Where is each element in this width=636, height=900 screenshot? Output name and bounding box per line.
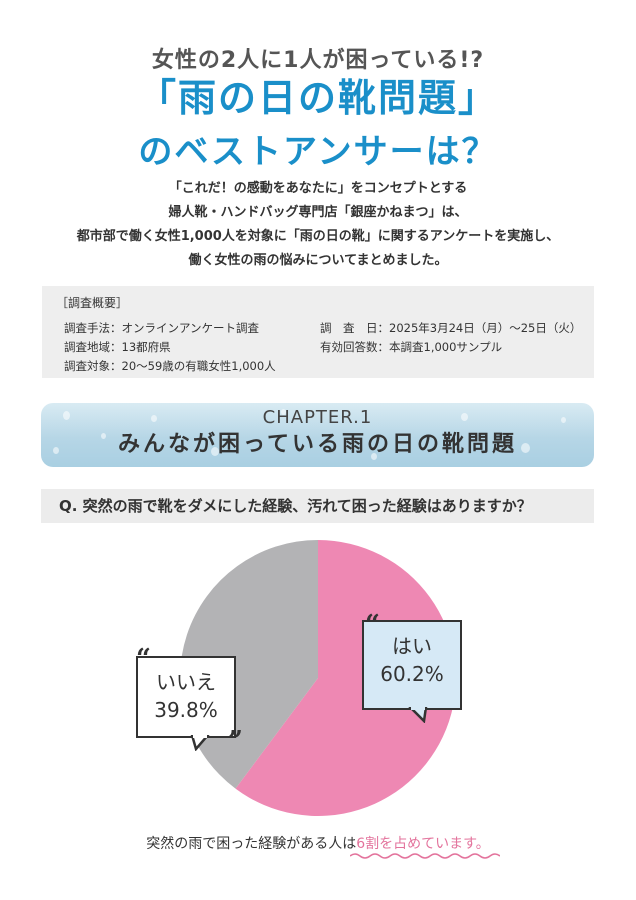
close-quote-icon: ” <box>228 726 243 756</box>
survey-responses: 有効回答数：本調査1,000サンプル <box>320 340 503 354</box>
water-drop <box>53 447 59 454</box>
slice-label-no: いいえ <box>156 670 216 694</box>
pie-chart <box>179 540 457 816</box>
header-subtitle: 女性の2人に1人が困っている!? <box>151 48 485 73</box>
water-drop <box>371 453 377 460</box>
question-bar: Q. 突然の雨で靴をダメにした経験、汚れて困った経験はありますか？ <box>41 489 594 523</box>
intro-line: 婦人靴・ハンドバッグ専門店「銀座かねまつ」は、 <box>168 205 468 220</box>
header-title-line1: 「雨の日の靴問題」 <box>137 76 498 120</box>
water-drop <box>561 417 566 423</box>
water-drop <box>211 447 219 456</box>
bubble-no: いいえ 39.8% <box>136 656 236 738</box>
chapter-label: CHAPTER.1 <box>262 407 373 428</box>
survey-col-right: 調 査 日：2025年3月24日（月）〜25日（火） 有効回答数：本調査1,00… <box>312 319 582 376</box>
chapter-banner: CHAPTER.1 みんなが困っている雨の日の靴問題 <box>41 403 594 467</box>
footer-highlight: 6割を占めています。 <box>356 836 490 852</box>
chapter-title: みんなが困っている雨の日の靴問題 <box>118 432 517 457</box>
wavy-underline <box>350 853 500 859</box>
survey-region: 調査地域：13都府県 <box>64 340 171 354</box>
intro-line: 都市部で働く女性1,000人を対象に「雨の日の靴」に関するアンケートを実施し、 <box>76 229 560 244</box>
intro-text: 「これだ！の感動をあなたに」をコンセプトとする 婦人靴・ハンドバッグ専門店「銀座… <box>20 177 616 273</box>
survey-method: 調査手法：オンラインアンケート調査 <box>64 321 260 335</box>
open-quote-icon: “ <box>365 610 380 640</box>
bubble-yes: はい 60.2% <box>362 620 462 710</box>
water-drop <box>63 411 70 420</box>
intro-line: 働く女性の雨の悩みについてまとめました。 <box>188 253 448 268</box>
survey-target: 調査対象：20〜59歳の有職女性1,000人 <box>64 359 276 373</box>
intro-line: 「これだ！の感動をあなたに」をコンセプトとする <box>168 181 468 196</box>
footer-lead: 突然の雨で困った経験がある人は <box>146 836 357 852</box>
survey-grid: 調査手法：オンラインアンケート調査 調査地域：13都府県 調査対象：20〜59歳… <box>56 319 582 376</box>
survey-overview: ［調査概要］ 調査手法：オンラインアンケート調査 調査地域：13都府県 調査対象… <box>42 286 594 378</box>
open-quote-icon: “ <box>136 644 151 674</box>
footer-text: 突然の雨で困った経験がある人は6割を占めています。 <box>0 833 636 853</box>
survey-title: ［調査概要］ <box>56 296 129 310</box>
water-drop <box>101 433 106 439</box>
survey-date: 調 査 日：2025年3月24日（月）〜25日（火） <box>320 321 582 335</box>
bubble-tail-no <box>190 735 210 751</box>
bubble-tail-yes <box>408 707 428 723</box>
slice-value-no: 39.8% <box>154 698 218 722</box>
water-drop <box>151 415 157 422</box>
water-drop <box>521 443 530 453</box>
pie-slice-yes <box>235 540 457 816</box>
header-title-line2: のベストアンサーは？ <box>138 132 498 172</box>
slice-value-yes: 60.2% <box>380 662 444 686</box>
water-drop <box>281 409 286 415</box>
survey-col-left: 調査手法：オンラインアンケート調査 調査地域：13都府県 調査対象：20〜59歳… <box>56 319 312 376</box>
slice-label-yes: はい <box>392 634 432 658</box>
water-drop <box>461 413 468 421</box>
